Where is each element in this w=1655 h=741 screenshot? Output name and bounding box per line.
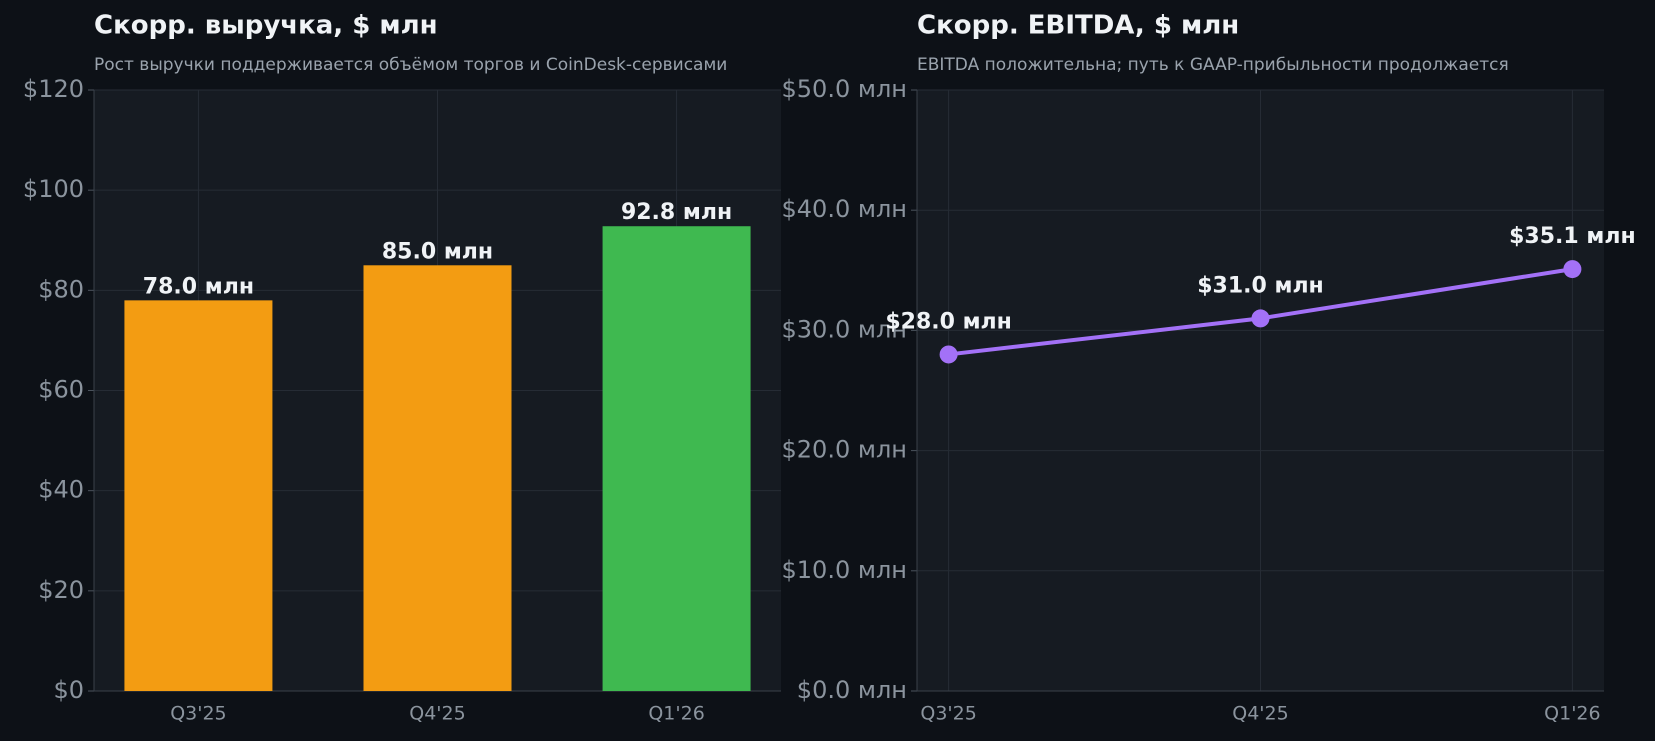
chart-subtitle: Рост выручки поддерживается объёмом торг… [94, 55, 727, 75]
x-tick-label: Q1'26 [1544, 703, 1600, 725]
x-tick-label: Q3'25 [920, 703, 976, 725]
y-tick-label: $0.0 млн [797, 676, 907, 704]
value-label: 85.0 млн [382, 239, 493, 264]
y-tick-label: $40.0 млн [782, 195, 907, 223]
value-label: $28.0 млн [885, 309, 1012, 334]
y-tick-label: $20 [38, 576, 84, 604]
bar [124, 300, 273, 691]
chart-title: Скорр. выручка, $ млн [94, 11, 438, 41]
x-tick-label: Q4'25 [409, 703, 465, 725]
value-label: $35.1 млн [1509, 224, 1636, 249]
x-tick-label: Q1'26 [648, 703, 704, 725]
y-tick-label: $60 [38, 376, 84, 404]
chart-title: Скорр. EBITDA, $ млн [917, 11, 1239, 41]
y-tick-label: $40 [38, 476, 84, 504]
y-tick-label: $20.0 млн [782, 436, 907, 464]
y-tick-label: $120 [23, 75, 84, 103]
value-label: 78.0 млн [143, 274, 254, 299]
point [1563, 260, 1582, 279]
chart-subtitle: EBITDA положительна; путь к GAAP-прибыль… [917, 55, 1509, 75]
y-tick-label: $100 [23, 175, 84, 203]
value-label: $31.0 млн [1197, 273, 1324, 298]
value-label: 92.8 млн [621, 200, 732, 225]
y-tick-label: $80 [38, 275, 84, 303]
y-tick-label: $10.0 млн [782, 556, 907, 584]
bar [363, 265, 512, 691]
y-tick-label: $0 [53, 676, 84, 704]
point [1251, 309, 1270, 328]
y-tick-label: $30.0 млн [782, 315, 907, 343]
y-tick-label: $50.0 млн [782, 75, 907, 103]
x-tick-label: Q4'25 [1232, 703, 1288, 725]
point [939, 345, 958, 364]
x-tick-label: Q3'25 [170, 703, 226, 725]
bar [602, 226, 751, 691]
